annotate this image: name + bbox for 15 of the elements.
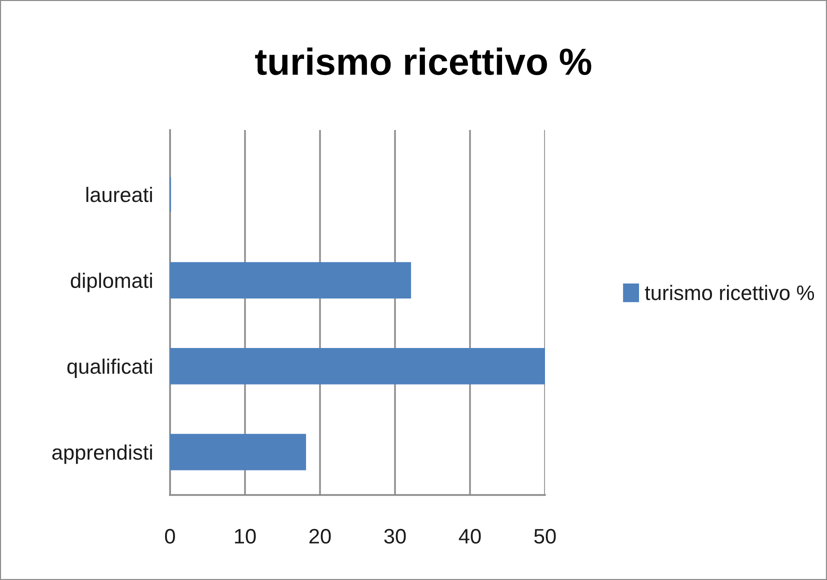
legend-label: turismo ricettivo % (644, 284, 814, 300)
x-tick-label: 0 (165, 528, 175, 544)
chart-title: turismo ricettivo % (255, 48, 592, 76)
y-tick-label: qualificati (67, 358, 152, 378)
x-tick-label: 50 (534, 528, 556, 544)
y-tick-label: apprendisti (52, 444, 152, 464)
y-tick-label: diplomati (70, 272, 152, 292)
bar (170, 262, 412, 299)
x-tick-label: 40 (458, 528, 481, 544)
x-tick-label: 20 (309, 528, 331, 544)
y-tick-label: laureati (86, 186, 152, 202)
bar (170, 348, 545, 384)
x-tick-label: 10 (235, 528, 256, 544)
bar (170, 434, 306, 470)
x-tick-label: 30 (384, 528, 406, 544)
